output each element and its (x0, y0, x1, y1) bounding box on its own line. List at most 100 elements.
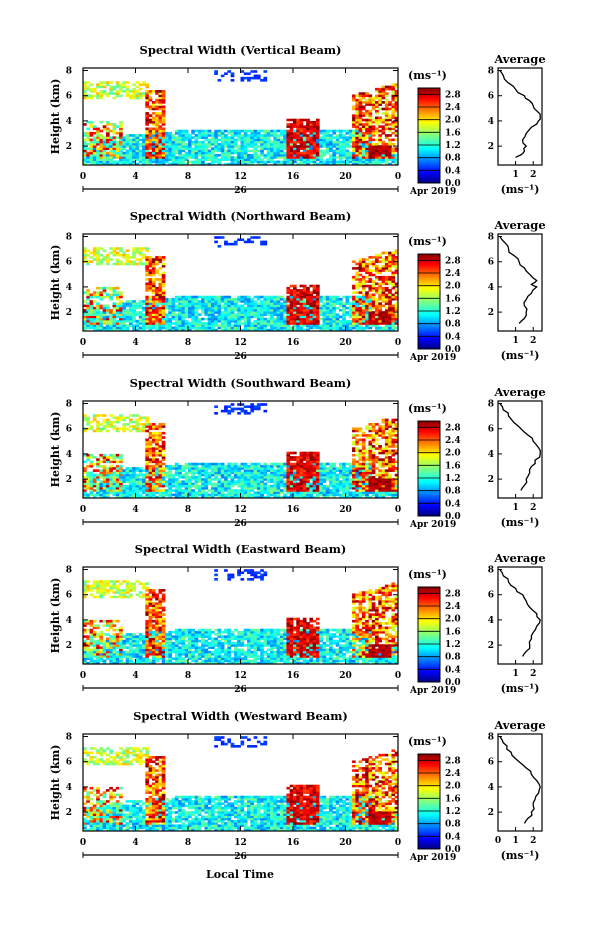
heatmap-cell (247, 300, 251, 303)
heatmap-cell (161, 112, 166, 115)
heatmap-cell (220, 469, 225, 472)
heatmap-cell (92, 495, 97, 499)
heatmap-cell (102, 138, 107, 142)
heatmap-cell (86, 418, 90, 422)
heatmap-cell (145, 85, 150, 89)
heatmap-cell (338, 162, 343, 166)
heatmap-cell (158, 423, 163, 426)
heatmap-cell (197, 151, 202, 155)
heatmap-cell (161, 473, 166, 477)
heatmap-cell (158, 92, 163, 95)
heatmap-cell (89, 120, 94, 124)
heatmap-cell (92, 462, 97, 466)
heatmap-cell (302, 308, 307, 312)
heatmap-cell (148, 147, 153, 150)
heatmap-cell (371, 103, 376, 106)
heatmap-cell (371, 262, 376, 266)
heatmap-cell (365, 147, 369, 150)
heatmap-cell (158, 300, 163, 303)
heatmap-cell (286, 149, 291, 153)
heatmap-cell (381, 251, 386, 255)
heatmap-cell (92, 249, 97, 253)
heatmap-cell (355, 262, 360, 266)
heatmap-cell (142, 475, 146, 479)
heatmap-cell (158, 462, 163, 466)
heatmap-cell (115, 319, 120, 323)
heatmap-cell (273, 471, 277, 475)
x-tick-label: 4 (132, 338, 138, 348)
heatmap-cell (342, 134, 346, 137)
heatmap-cell (92, 162, 97, 166)
heatmap-cell (391, 98, 396, 102)
heatmap-cell (184, 129, 189, 133)
heatmap-cell (155, 442, 159, 446)
heatmap-cell (348, 156, 353, 159)
heatmap-cell (384, 313, 389, 316)
heatmap-cell (306, 142, 310, 146)
heatmap-cell (365, 291, 369, 294)
heatmap-cell (138, 249, 143, 253)
heatmap-cell (184, 136, 189, 139)
heatmap-cell (358, 264, 363, 268)
heatmap-cell (96, 138, 100, 142)
heatmap-cell (332, 136, 337, 139)
heatmap-cell (253, 304, 258, 308)
heatmap-cell (220, 300, 225, 303)
heatmap-cell (194, 315, 199, 319)
heatmap-cell (135, 475, 140, 479)
heatmap-cell (135, 149, 140, 153)
heatmap-cell (204, 156, 209, 159)
heatmap-cell (220, 138, 225, 142)
heatmap-cell (286, 151, 291, 155)
heatmap-cell (99, 491, 104, 494)
heatmap-cell (197, 486, 202, 490)
heatmap-cell (112, 125, 117, 128)
heatmap-cell (230, 147, 235, 150)
heatmap-cell (237, 238, 241, 242)
heatmap-cell (96, 328, 100, 332)
heatmap-cell (168, 149, 172, 153)
heatmap-cell (361, 158, 366, 161)
heatmap-cell (105, 81, 110, 84)
heatmap-cell (247, 469, 251, 472)
heatmap-cell (375, 308, 379, 312)
heatmap-cell (378, 275, 382, 279)
heatmap-cell (204, 493, 209, 497)
heatmap-cell (197, 302, 202, 305)
heatmap-cell (299, 156, 304, 159)
heatmap-cell (204, 462, 209, 466)
heatmap-cell (345, 162, 350, 166)
heatmap-cell (204, 134, 209, 137)
heatmap-cell (256, 471, 261, 475)
heatmap-cell (184, 322, 189, 325)
heatmap-cell (161, 453, 166, 457)
heatmap-cell (188, 467, 192, 470)
heatmap-cell (174, 158, 179, 161)
heatmap-cell (102, 322, 107, 325)
heatmap-cell (237, 493, 241, 497)
heatmap-cell (348, 304, 353, 308)
heatmap-cell (86, 475, 90, 479)
heatmap-cell (168, 131, 172, 135)
heatmap-cell (207, 142, 212, 146)
heatmap-cell (158, 131, 163, 135)
heatmap-cell (227, 304, 232, 308)
heatmap-cell (115, 262, 120, 266)
heatmap-cell (361, 105, 366, 109)
heatmap-cell (388, 145, 392, 148)
heatmap-cell (391, 109, 396, 113)
heatmap-cell (312, 123, 317, 126)
heatmap-cell (302, 127, 307, 131)
heatmap-cell (296, 315, 300, 319)
heatmap-cell (329, 140, 333, 144)
heatmap-cell (171, 489, 176, 492)
heatmap-cell (243, 142, 248, 146)
heatmap-cell (253, 491, 258, 494)
heatmap-cell (309, 315, 314, 319)
heatmap-cell (168, 304, 172, 308)
heatmap-cell (273, 147, 277, 150)
panel-title: Spectral Width (Southward Beam) (130, 376, 352, 390)
heatmap-cell (168, 138, 172, 142)
heatmap-cell (181, 295, 186, 299)
